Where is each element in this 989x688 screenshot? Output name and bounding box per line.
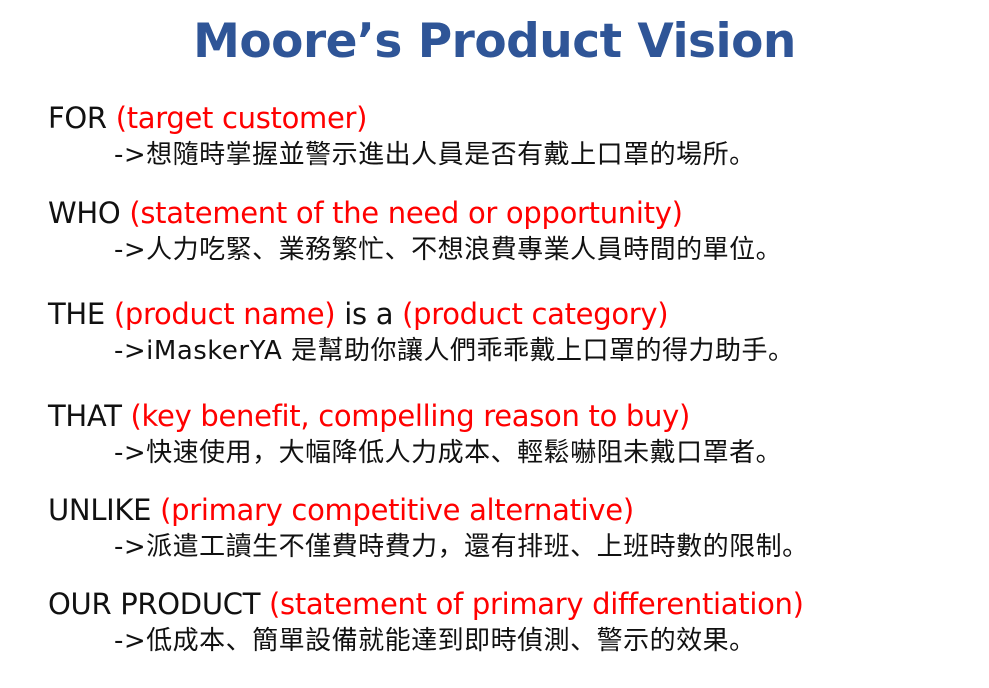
section-keyword-2: is a	[344, 297, 393, 331]
section-detail: ->派遣工讀生不僅費時費力，還有排班、上班時數的限制。	[114, 530, 978, 564]
section-who: WHO (statement of the need or opportunit…	[48, 195, 978, 267]
section-heading: THE (product name) is a (product categor…	[48, 296, 978, 332]
section-heading: THAT (key benefit, compelling reason to …	[48, 398, 978, 434]
section-heading: UNLIKE (primary competitive alternative)	[48, 492, 978, 528]
section-keyword: OUR PRODUCT	[48, 587, 260, 621]
section-heading: OUR PRODUCT (statement of primary differ…	[48, 586, 978, 622]
section-keyword: THE	[48, 297, 105, 331]
section-that: THAT (key benefit, compelling reason to …	[48, 398, 978, 470]
section-detail: ->iMaskerYA 是幫助你讓人們乖乖戴上口罩的得力助手。	[114, 334, 978, 368]
section-keyword: UNLIKE	[48, 493, 151, 527]
section-hint-2: (product category)	[402, 297, 668, 331]
section-hint: (primary competitive alternative)	[160, 493, 634, 527]
slide-title: Moore’s Product Vision	[0, 14, 989, 69]
section-keyword: THAT	[48, 399, 122, 433]
section-our-product: OUR PRODUCT (statement of primary differ…	[48, 586, 978, 658]
section-detail: ->低成本、簡單設備就能達到即時偵測、警示的效果。	[114, 624, 978, 658]
section-the: THE (product name) is a (product categor…	[48, 296, 978, 368]
section-hint: (statement of primary differentiation)	[269, 587, 804, 621]
section-keyword: WHO	[48, 196, 120, 230]
section-heading: FOR (target customer)	[48, 100, 978, 136]
section-detail: ->人力吃緊、業務繁忙、不想浪費專業人員時間的單位。	[114, 233, 978, 267]
section-detail: ->快速使用，大幅降低人力成本、輕鬆嚇阻未戴口罩者。	[114, 436, 978, 470]
section-for: FOR (target customer) ->想隨時掌握並警示進出人員是否有戴…	[48, 100, 978, 172]
section-keyword: FOR	[48, 101, 107, 135]
section-unlike: UNLIKE (primary competitive alternative)…	[48, 492, 978, 564]
section-heading: WHO (statement of the need or opportunit…	[48, 195, 978, 231]
section-hint: (target customer)	[116, 101, 367, 135]
section-hint: (statement of the need or opportunity)	[129, 196, 682, 230]
section-hint: (product name)	[114, 297, 335, 331]
section-detail: ->想隨時掌握並警示進出人員是否有戴上口罩的場所。	[114, 138, 978, 172]
section-hint: (key benefit, compelling reason to buy)	[131, 399, 690, 433]
